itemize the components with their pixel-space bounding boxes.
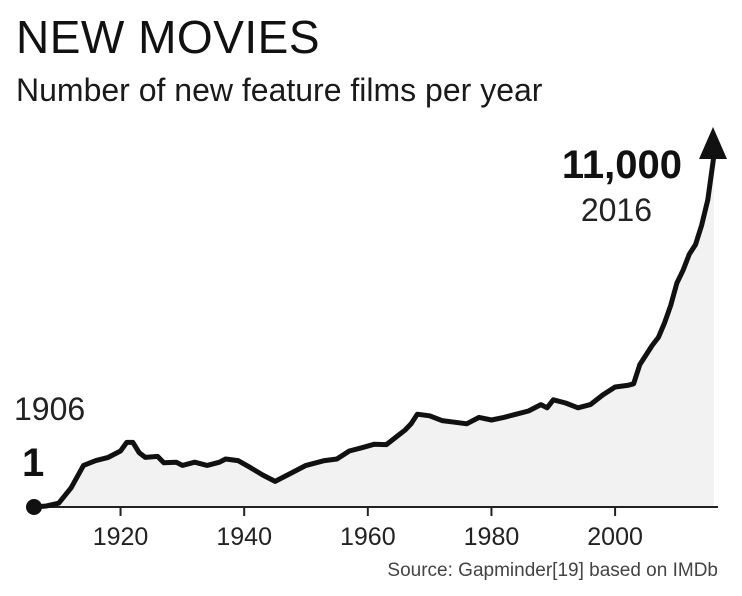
end-arrow-icon bbox=[699, 127, 727, 159]
area-fill bbox=[34, 155, 714, 507]
chart-title: NEW MOVIES bbox=[16, 11, 321, 63]
x-tick-label: 1980 bbox=[464, 523, 520, 551]
start-point bbox=[26, 499, 42, 515]
annotation-end-year: 2016 bbox=[581, 192, 652, 228]
source-note: Source: Gapminder[19] based on IMDb bbox=[387, 560, 718, 581]
series-line bbox=[31, 152, 717, 510]
chart-subtitle: Number of new feature films per year bbox=[16, 72, 543, 108]
x-tick-label: 2000 bbox=[587, 523, 643, 551]
x-tick-label: 1920 bbox=[93, 523, 149, 551]
annotation-start-value: 1 bbox=[22, 441, 44, 485]
x-tick-label: 1960 bbox=[340, 523, 396, 551]
x-tick-label: 1940 bbox=[216, 523, 272, 551]
annotation-start-year: 1906 bbox=[14, 391, 85, 427]
x-axis-ticks: 1920 1940 1960 1980 2000 bbox=[93, 507, 643, 551]
annotation-end-value: 11,000 bbox=[562, 143, 682, 187]
